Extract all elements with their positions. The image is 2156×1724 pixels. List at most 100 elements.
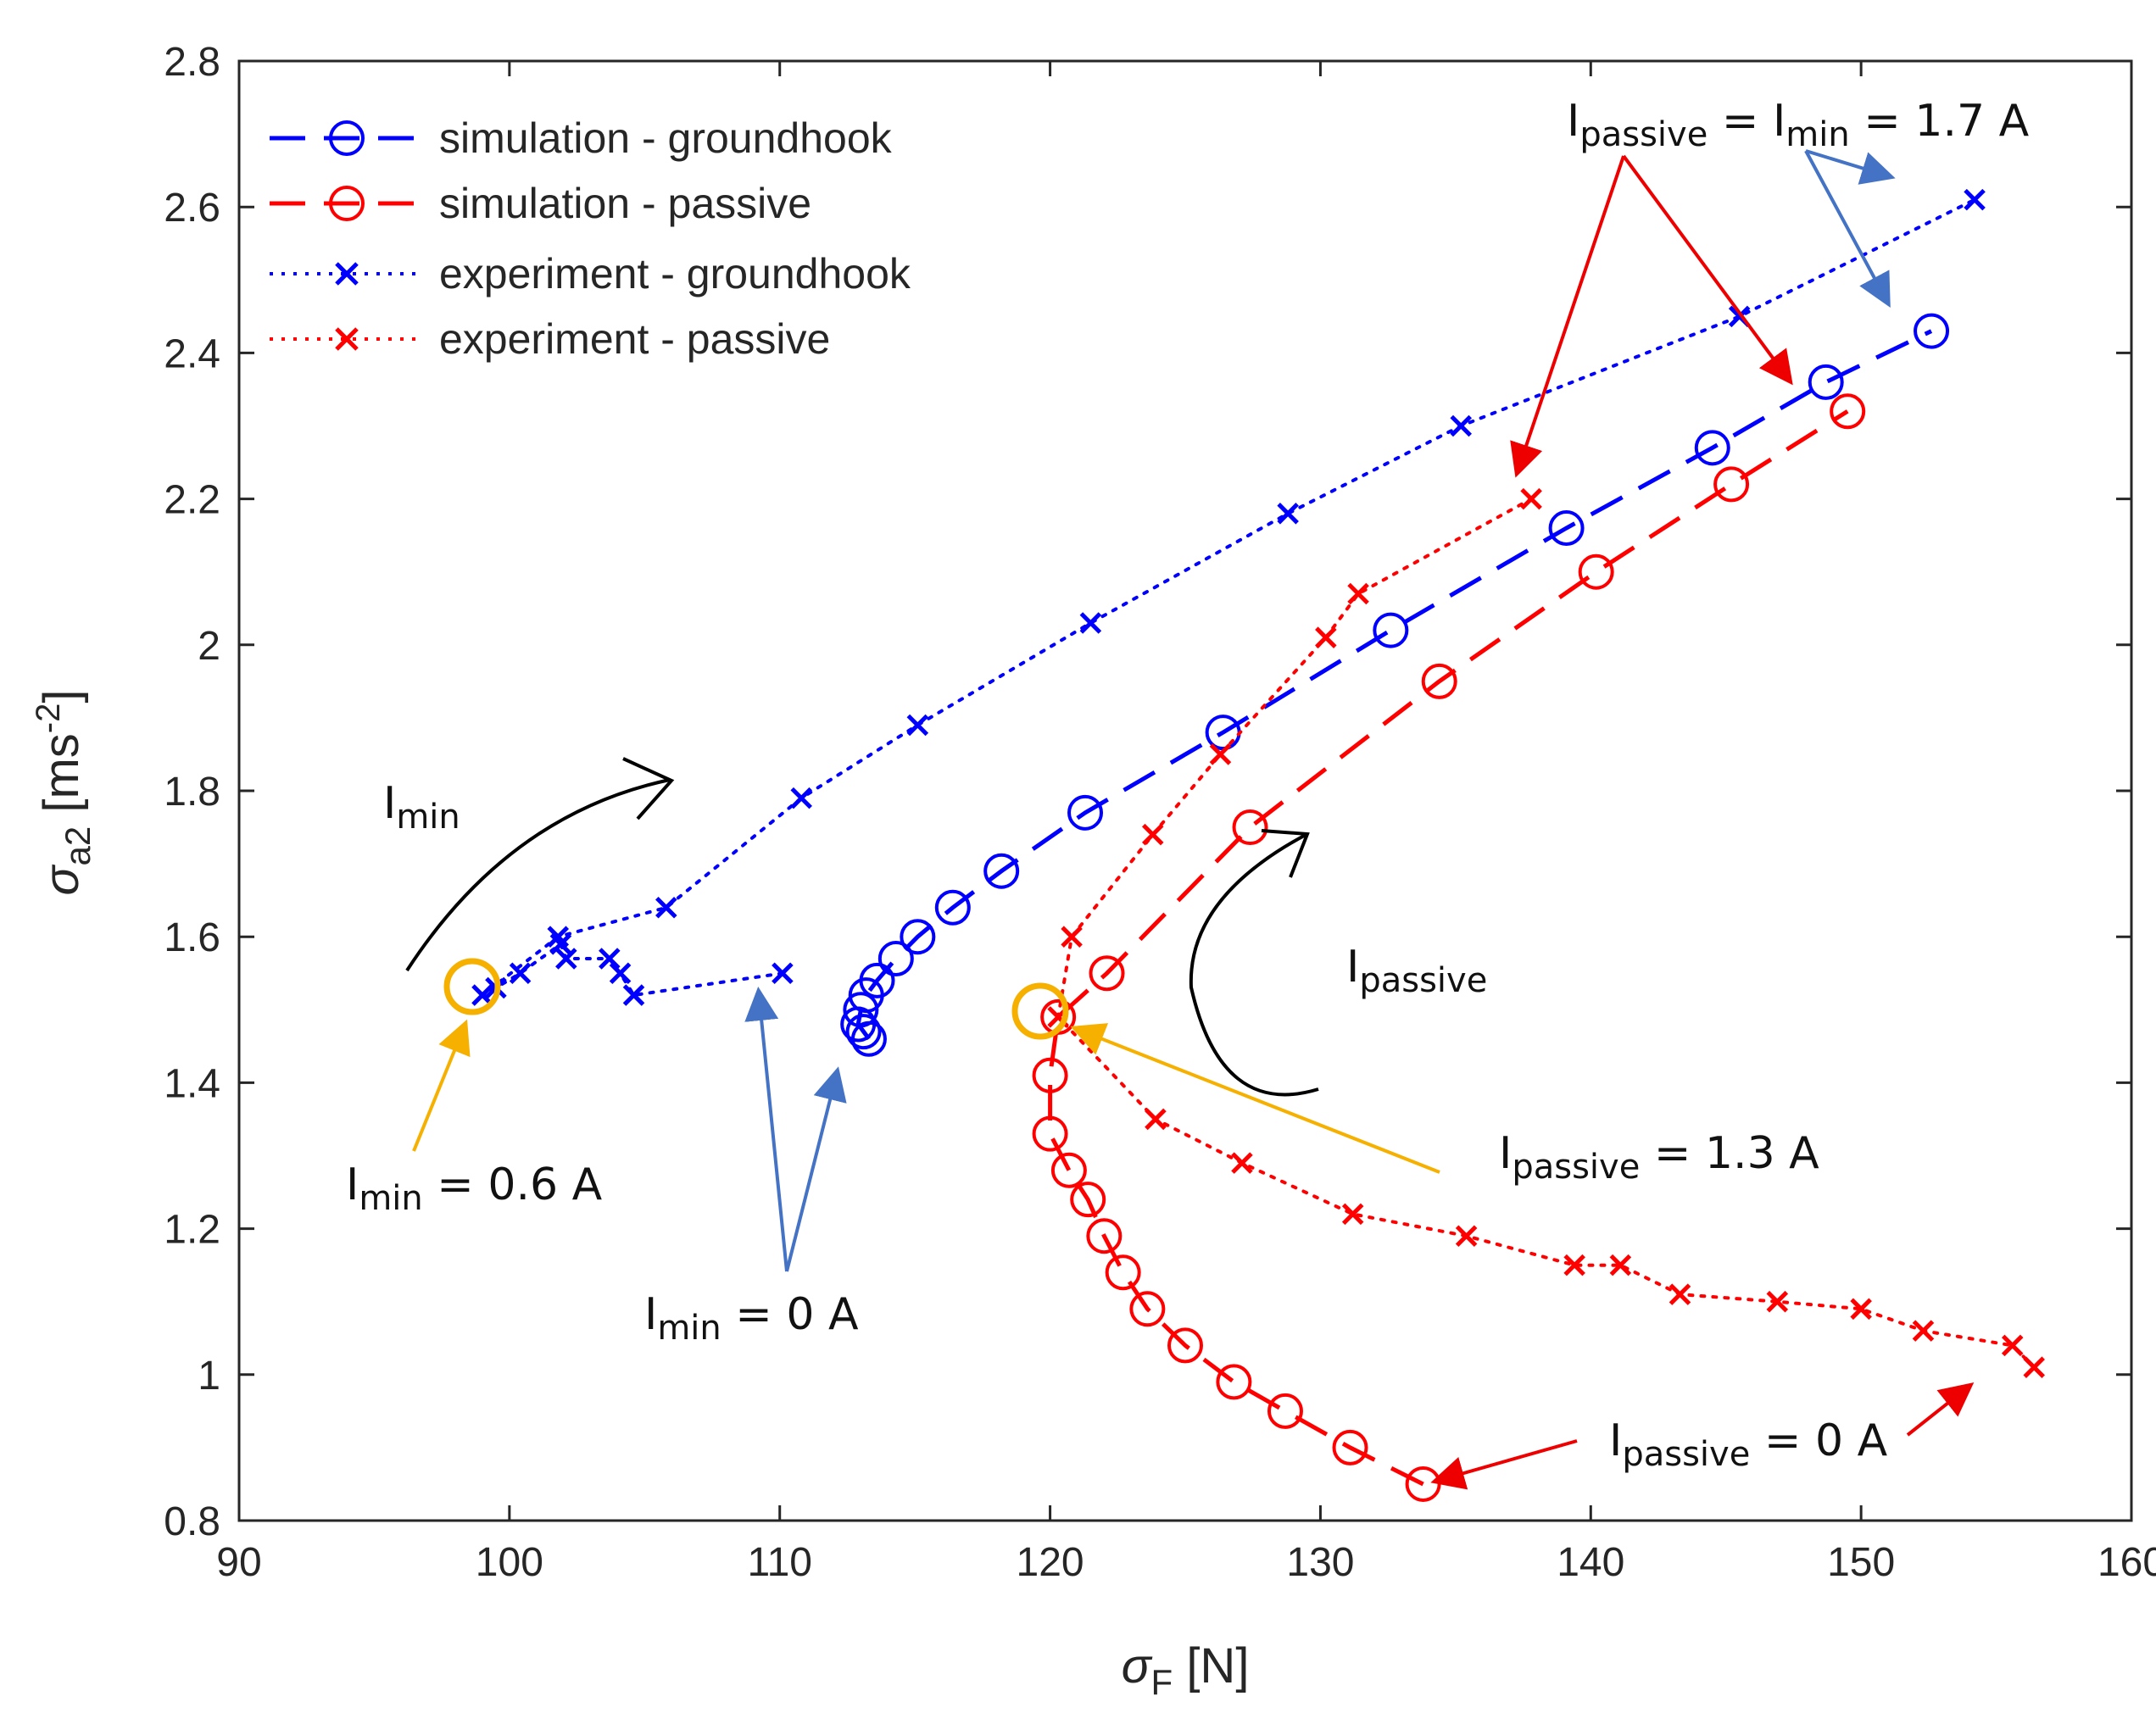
x-tick-label: 100	[476, 1540, 543, 1585]
data-point	[1277, 503, 1299, 525]
data-point	[2023, 1356, 2045, 1378]
curved-arrow-ipassive	[1189, 833, 1319, 1097]
data-point	[1912, 1320, 1935, 1342]
data-point	[1964, 188, 1986, 211]
legend-label-simulation-passive: simulation - passive	[439, 180, 811, 227]
x-tick-label: 110	[747, 1540, 812, 1585]
x-tick-label: 90	[216, 1540, 261, 1585]
data-point	[1914, 313, 1950, 349]
data-point	[1830, 393, 1866, 430]
y-tick-label: 1.2	[164, 1208, 220, 1253]
data-point	[877, 941, 914, 977]
data-point	[1347, 582, 1369, 605]
data-point	[1694, 430, 1730, 466]
data-point	[547, 926, 570, 948]
data-point	[1167, 1327, 1203, 1364]
annotation-imin: Imin	[383, 778, 460, 837]
x-tick-label: 140	[1557, 1540, 1624, 1585]
data-point	[1578, 553, 1614, 590]
arrow-steel-to-sim-groundhook-0a	[785, 1066, 847, 1272]
data-point	[1713, 466, 1750, 503]
data-point	[1089, 955, 1125, 992]
legend-entry-experiment-passive: experiment - passive	[270, 315, 830, 363]
data-series	[471, 188, 2045, 1502]
annotation-ipassive: Ipassive	[1346, 942, 1487, 1000]
data-point	[2001, 1334, 2024, 1357]
series-experiment-groundhook	[471, 188, 1986, 1006]
y-tick-label: 2.2	[164, 478, 220, 523]
x-axis-label: σF [N]	[1122, 1638, 1250, 1702]
arrow-red-to-exp-passive-end	[1906, 1382, 1975, 1437]
annotation-ipassive-1-3a: Ipassive = 1.3 A	[1499, 1128, 1819, 1187]
legend-label-experiment-passive: experiment - passive	[439, 315, 830, 363]
data-point	[1032, 1115, 1068, 1152]
data-point	[1105, 1254, 1141, 1291]
series-line-experiment-passive	[1056, 497, 2036, 1370]
data-point	[1129, 1291, 1166, 1327]
series-simulation-passive	[1032, 393, 1866, 1502]
data-point	[983, 853, 1020, 889]
y-tick-label: 2.8	[164, 40, 220, 85]
data-point	[1070, 1182, 1106, 1218]
data-point	[1455, 1225, 1478, 1247]
data-point	[1050, 1152, 1087, 1188]
data-point	[1766, 1290, 1789, 1313]
legend: simulation - groundhook simulation - pas…	[270, 114, 911, 363]
arrow-red-to-exp-passive-top	[1510, 155, 1625, 478]
highlight-circle-ipassive-1-3	[1011, 982, 1069, 1040]
data-point	[772, 962, 794, 985]
highlight-circle-imin-0-6	[443, 958, 501, 1015]
arrow-steel-to-exp-groundhook-0a	[744, 987, 788, 1272]
annotation-imin-0-6a: Imin = 0.6 A	[346, 1160, 603, 1218]
legend-label-simulation-groundhook: simulation - groundhook	[439, 114, 893, 162]
x-tick-label: 120	[1017, 1540, 1084, 1585]
y-axis-ticks: 0.8 1 1.2 1.4 1.6 1.8 2 2.2 2.4 2.6 2.8	[164, 40, 2131, 1544]
curved-arrow-imin-head	[622, 757, 675, 820]
data-point	[1520, 487, 1542, 510]
arrow-red-to-sim-passive-end	[1430, 1439, 1578, 1490]
data-point	[1067, 794, 1104, 831]
y-tick-label: 2	[198, 624, 220, 669]
curved-arrow-imin	[405, 778, 671, 972]
legend-marker-circle	[329, 186, 365, 221]
data-point	[845, 1014, 882, 1050]
series-simulation-groundhook	[840, 313, 1950, 1057]
annotation-curved-arrows	[405, 757, 1319, 1097]
data-point	[1216, 1364, 1252, 1400]
legend-marker-circle	[329, 120, 365, 156]
legend-marker-x	[335, 327, 359, 351]
data-point	[1421, 663, 1457, 699]
data-point	[609, 962, 632, 985]
y-tick-label: 1.6	[164, 915, 220, 960]
data-point	[655, 896, 677, 919]
data-point	[859, 962, 895, 998]
arrow-steel-to-sim-groundhook-end	[1804, 150, 1891, 309]
data-point	[1079, 612, 1102, 634]
data-point	[1548, 510, 1585, 547]
legend-marker-x	[335, 262, 359, 286]
data-point	[1086, 1218, 1123, 1254]
y-tick-label: 1.8	[164, 770, 220, 815]
y-tick-label: 2.6	[164, 186, 220, 231]
y-axis-label: σa2 [ms-2]	[30, 690, 97, 896]
legend-entry-simulation-groundhook: simulation - groundhook	[270, 114, 893, 162]
data-point	[622, 984, 645, 1006]
data-point	[1850, 1298, 1872, 1321]
data-point	[900, 919, 936, 955]
data-point	[1373, 612, 1409, 648]
series-line-simulation-passive	[1048, 409, 1849, 1487]
data-point	[1232, 809, 1268, 846]
data-point	[934, 889, 971, 926]
data-point	[1450, 414, 1472, 437]
arrow-red-to-sim-groundhook-top	[1622, 154, 1793, 386]
data-point	[1808, 364, 1844, 400]
data-point	[790, 787, 812, 809]
data-point	[509, 962, 532, 985]
y-tick-label: 2.4	[164, 331, 220, 376]
data-point	[1141, 823, 1164, 846]
legend-label-experiment-groundhook: experiment - groundhook	[439, 250, 911, 298]
x-axis-ticks: 90 100 110 120 130 140 150 160	[216, 61, 2156, 1585]
x-tick-label: 160	[2098, 1540, 2156, 1585]
series-line-simulation-groundhook	[855, 329, 1933, 1041]
series-experiment-passive	[1047, 487, 2045, 1378]
